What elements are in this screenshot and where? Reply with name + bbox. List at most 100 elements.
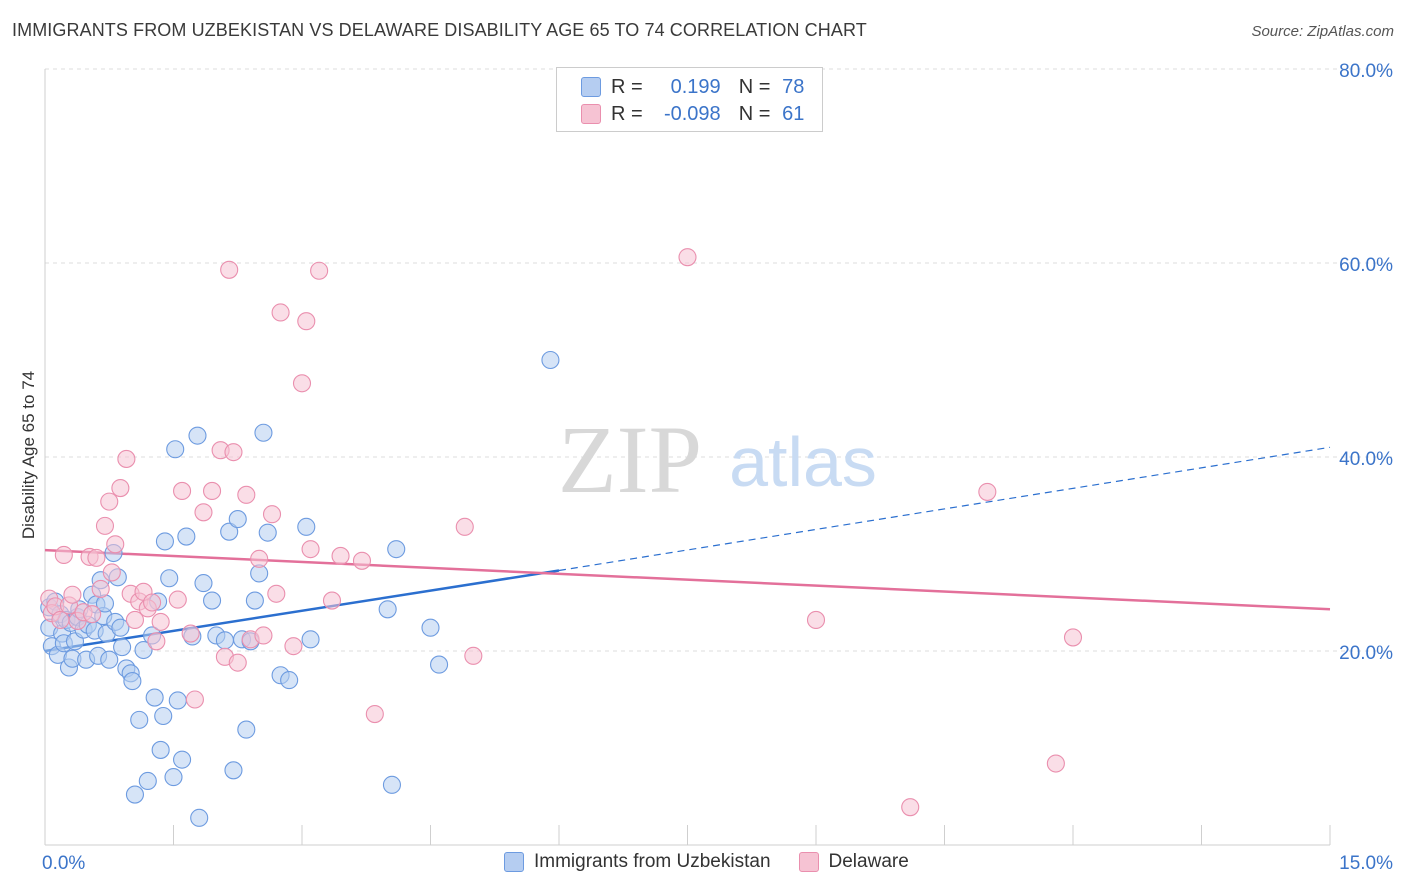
point-delaware [254,626,273,645]
point-delaware [181,624,200,643]
point-delaware [271,303,290,322]
point-uzbekistan [134,640,153,660]
point-delaware [455,517,474,536]
point-delaware [220,260,239,279]
point-uzbekistan [154,706,173,726]
point-uzbekistan [228,510,247,529]
point-delaware [678,248,697,267]
watermark-atlas: atlas [729,423,877,501]
point-uzbekistan [220,522,239,541]
point-delaware [322,591,342,610]
point-uzbekistan [130,710,149,729]
point-uzbekistan [297,517,316,536]
legend-r-label: R = [611,75,643,98]
legend-r-label: R = [611,102,643,125]
legend-swatch-pink [798,852,819,872]
point-delaware [237,485,256,504]
legend-swatch-pink [581,104,601,124]
point-uzbekistan [100,650,119,669]
point-uzbekistan [151,740,170,759]
chart-title: IMMIGRANTS FROM UZBEKISTAN VS DELAWARE D… [12,20,867,40]
point-delaware [125,610,144,630]
legend-row-delaware: R = -0.098 N = 61 [581,102,804,126]
point-delaware [301,540,320,559]
point-uzbekistan [188,426,207,445]
point-delaware [250,549,269,568]
point-uzbekistan [215,631,234,650]
point-delaware [1063,628,1083,647]
legend-row-uzbekistan: R = 0.199 N = 78 [581,75,804,99]
point-uzbekistan [258,523,277,542]
point-uzbekistan [382,775,402,794]
point-delaware [117,449,136,468]
point-uzbekistan [203,591,222,610]
x-tick-label: 15.0% [1339,853,1393,874]
point-delaware [352,551,372,570]
point-delaware [1046,754,1065,773]
legend-n-value: 78 [782,75,805,98]
point-uzbekistan [166,440,185,459]
point-uzbekistan [145,688,164,707]
correlation-legend: R = 0.199 N = 78 R = -0.098 N = 61 [556,67,823,132]
point-uzbekistan [160,569,179,588]
point-delaware [292,374,312,393]
point-uzbekistan [194,574,213,593]
point-delaware [95,516,115,535]
point-delaware [111,478,130,498]
point-delaware [54,545,73,565]
point-uzbekistan [111,618,130,637]
point-delaware [100,492,119,511]
point-delaware [63,585,82,604]
point-uzbekistan [254,423,273,442]
point-uzbekistan [173,750,192,769]
point-delaware [91,579,110,598]
point-delaware [173,481,192,501]
point-delaware [151,612,170,631]
point-delaware [978,482,997,501]
point-uzbekistan [125,785,144,804]
point-delaware [310,261,329,280]
point-delaware [168,590,187,609]
data-points [40,248,1083,827]
point-delaware [224,443,243,462]
point-delaware [297,312,316,331]
point-delaware [143,593,162,612]
legend-n-label: N = [738,102,771,125]
legend-n-label: N = [738,75,771,98]
point-uzbekistan [280,671,299,690]
point-delaware [147,632,166,651]
point-uzbekistan [224,761,243,780]
point-delaware [262,505,282,524]
point-delaware [87,548,106,567]
y-tick-label: 40.0% [1339,449,1393,470]
trend-line-uzbekistan-extrapolated [558,446,1331,572]
point-delaware [102,563,121,582]
point-delaware [464,646,483,665]
point-uzbekistan [113,638,132,657]
source-credit: Source: ZipAtlas.com [1251,23,1394,40]
trend-line-delaware [44,548,1331,611]
legend-n-value: 61 [782,102,805,125]
point-uzbekistan [301,630,320,649]
watermark-zip: ZIP [558,406,702,513]
tick-labels: 20.0% 40.0% 60.0% 80.0% 0.0% 15.0% [42,61,1393,874]
gridlines [45,68,1392,652]
point-uzbekistan [430,655,449,674]
y-tick-label: 20.0% [1339,643,1393,664]
point-delaware [83,605,102,624]
y-tick-label: 80.0% [1339,61,1393,82]
point-uzbekistan [190,808,209,827]
point-delaware [365,704,384,724]
legend-r-value: -0.098 [663,102,721,125]
point-uzbekistan [177,527,196,546]
legend-swatch-blue [504,852,524,872]
point-uzbekistan [387,540,406,559]
point-uzbekistan [138,771,157,791]
point-delaware [331,546,350,565]
point-uzbekistan [168,691,187,710]
series-legend: Immigrants from Uzbekistan Delaware [504,851,937,873]
point-uzbekistan [378,600,397,619]
point-uzbekistan [541,350,560,370]
axes [44,69,1331,846]
point-delaware [228,653,247,672]
